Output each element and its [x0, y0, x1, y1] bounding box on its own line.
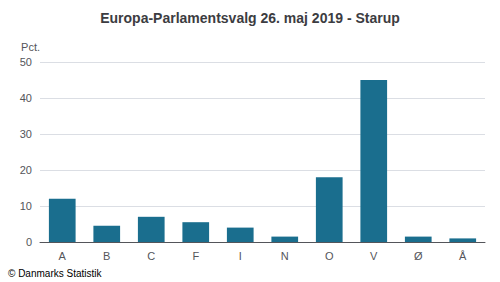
svg-text:Å: Å: [459, 250, 467, 262]
svg-text:10: 10: [20, 200, 32, 212]
svg-text:C: C: [147, 250, 155, 262]
svg-text:© Danmarks Statistik: © Danmarks Statistik: [8, 268, 103, 279]
svg-text:20: 20: [20, 164, 32, 176]
svg-text:I: I: [239, 250, 242, 262]
svg-text:V: V: [370, 250, 378, 262]
svg-text:O: O: [325, 250, 334, 262]
svg-text:Ø: Ø: [414, 250, 423, 262]
svg-text:40: 40: [20, 92, 32, 104]
svg-text:30: 30: [20, 128, 32, 140]
svg-text:50: 50: [20, 56, 32, 68]
svg-text:B: B: [103, 250, 110, 262]
svg-text:0: 0: [26, 236, 32, 248]
svg-text:Europa-Parlamentsvalg 26. maj: Europa-Parlamentsvalg 26. maj 2019 - Sta…: [100, 10, 400, 26]
svg-text:A: A: [59, 250, 67, 262]
svg-text:N: N: [281, 250, 289, 262]
svg-text:F: F: [192, 250, 199, 262]
svg-text:Pct.: Pct.: [21, 41, 40, 53]
